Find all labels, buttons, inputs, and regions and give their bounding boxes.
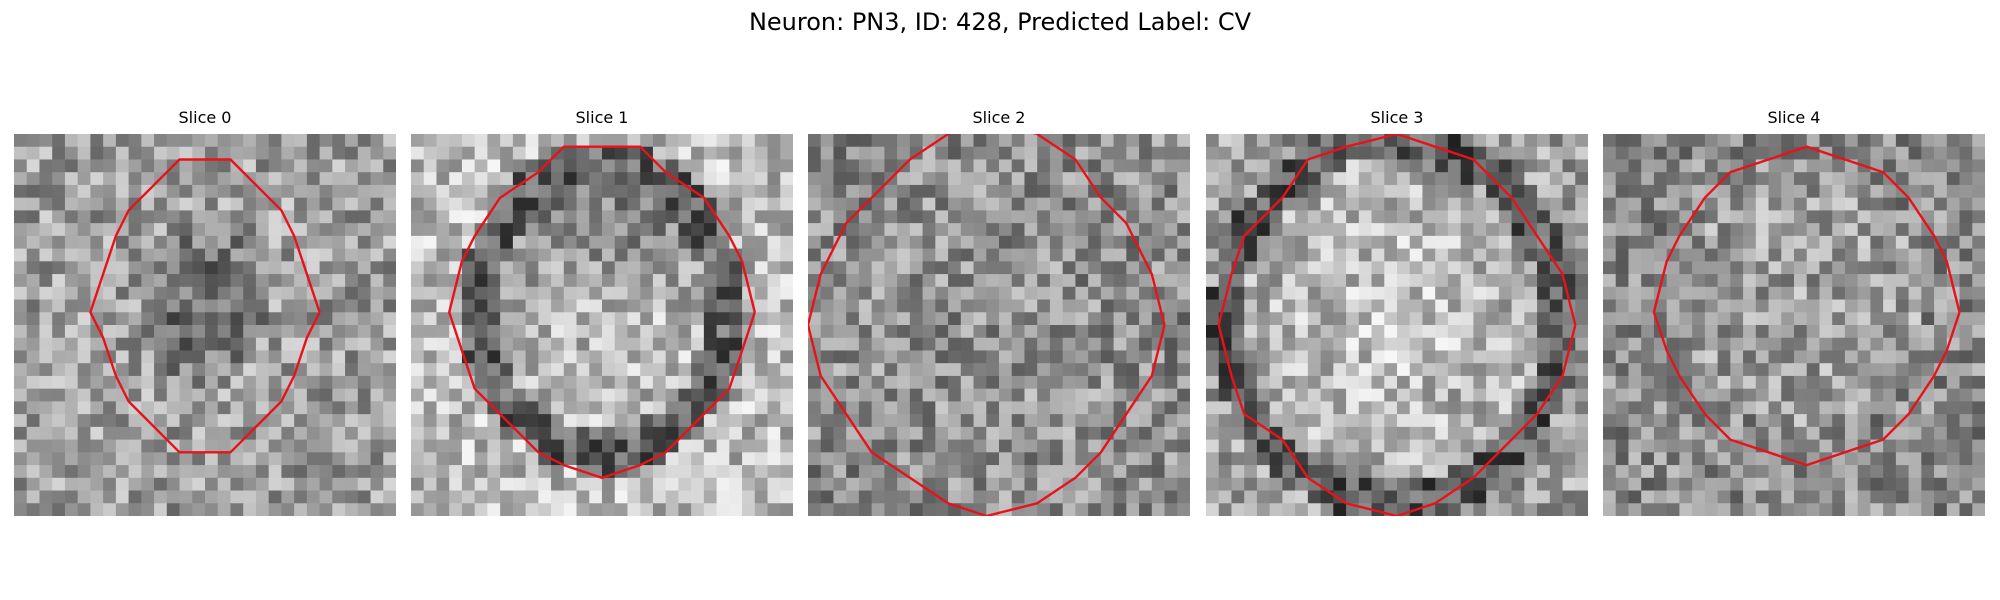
segmentation-contour-3 xyxy=(1217,134,1577,516)
figure-title: Neuron: PN3, ID: 428, Predicted Label: C… xyxy=(748,8,1252,36)
slice-title-1: Slice 1 xyxy=(575,108,629,127)
slice-panel-1: Slice 1 xyxy=(411,108,793,516)
pixel-grid-1 xyxy=(411,134,793,516)
slice-image-1 xyxy=(411,134,793,516)
segmentation-contour-0 xyxy=(89,158,321,454)
pixel-grid-3 xyxy=(1206,134,1588,516)
slice-title-3: Slice 3 xyxy=(1370,108,1424,127)
slice-title-4: Slice 4 xyxy=(1767,108,1821,127)
pixel-grid-2 xyxy=(808,134,1190,516)
segmentation-contour-4 xyxy=(1652,145,1961,467)
pixel-grid-0 xyxy=(14,134,396,516)
slice-title-0: Slice 0 xyxy=(178,108,232,127)
segmentation-contour-2 xyxy=(808,134,1166,516)
slice-image-3 xyxy=(1206,134,1588,516)
slice-image-4 xyxy=(1603,134,1985,516)
slice-panel-0: Slice 0 xyxy=(14,108,396,516)
slice-panel-2: Slice 2 xyxy=(808,108,1190,516)
slice-image-2 xyxy=(808,134,1190,516)
pixel-grid-4 xyxy=(1603,134,1985,516)
segmentation-contour-1 xyxy=(448,145,756,479)
slice-panel-3: Slice 3 xyxy=(1206,108,1588,516)
slice-panel-4: Slice 4 xyxy=(1603,108,1985,516)
slice-image-0 xyxy=(14,134,396,516)
slice-title-2: Slice 2 xyxy=(972,108,1026,127)
